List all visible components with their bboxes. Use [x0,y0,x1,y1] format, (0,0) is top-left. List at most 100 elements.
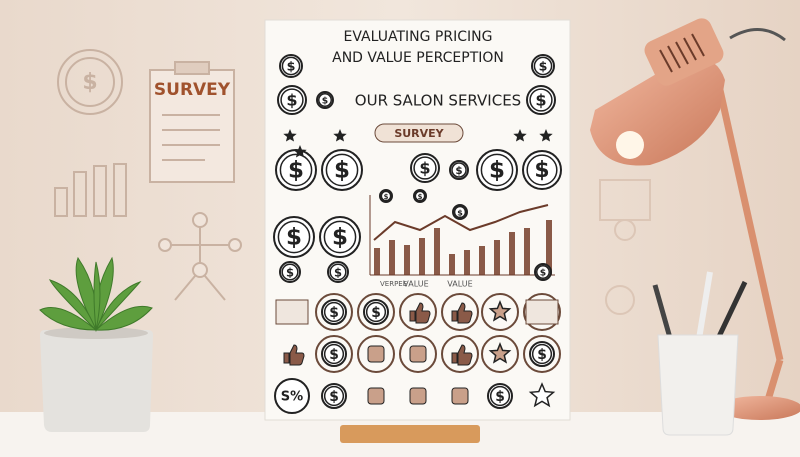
coin-inner [323,301,345,323]
coin-inner [277,220,311,254]
chart-label: VALUE [403,280,428,289]
coin-outer [321,299,347,325]
coin-outer [319,216,361,258]
wall-dollar: $ [82,70,97,95]
poster-chart [369,195,555,276]
coin-dollar: $ [288,158,304,184]
coin-dollar: $ [334,266,342,280]
coin-inner [281,56,301,76]
coin-inner [279,153,313,187]
coin-outer [321,383,347,409]
star [488,300,512,322]
coin-inner [380,190,392,202]
coin-inner [533,56,553,76]
star [528,382,556,408]
coin-dollar: $ [371,305,381,321]
wall-decor-left [54,49,242,301]
easel-stand [340,425,480,443]
service-icon [409,387,427,405]
coin-inner [365,301,387,323]
coin-outer [522,150,562,190]
coin-inner [536,265,550,279]
coin-dollar: $ [329,389,339,405]
coin-outer [277,85,307,115]
poster-subtitle: OUR SALON SERVICES [355,92,521,110]
coin-inner [529,88,553,112]
thumbs-up [451,344,473,366]
coin-outer [279,54,303,78]
coin-dollar: $ [455,165,462,177]
coin-dollar: $ [534,158,549,183]
coin-outer [321,341,347,367]
lamp [590,18,800,420]
coin-inner [489,385,511,407]
coin-inner [281,263,299,281]
thumbs-up [283,344,305,366]
coin-outer [410,153,440,183]
coin-dollar: $ [495,389,505,405]
service-icon [275,299,309,325]
service-icon [525,299,559,325]
coin-outer [321,149,363,191]
star [513,129,527,142]
coin-outer [531,54,555,78]
star [333,129,347,142]
percent-icon: S% [281,390,303,405]
plant [39,256,153,432]
coin-dollar: $ [332,225,348,251]
poster-title: EVALUATING PRICING [344,29,493,45]
coin-dollar: $ [329,305,339,321]
coin-inner [451,162,467,178]
coin-outer [487,383,513,409]
coin-dollar: $ [287,59,296,74]
coin-inner [325,153,359,187]
survey-badge-text: SURVEY [394,127,444,140]
thumbs-up [409,302,431,324]
star [293,145,307,158]
coin-inner [531,343,553,365]
star [488,342,512,364]
coin-dollar: $ [537,347,547,363]
coin-inner [323,343,345,365]
coin-dollar: $ [419,159,430,178]
thumbs-up [451,302,473,324]
coin-dollar: $ [535,91,546,110]
service-icon [367,387,385,405]
star [539,129,553,142]
coin-inner [280,88,304,112]
service-icon [409,345,427,363]
poster-icons: $ $ $ $ $ $ $ $ $ $ $ $ $ $ $ $ $ $ $ $ $ $ $ $ $ [273,54,562,409]
coin-inner [526,154,558,186]
coin-inner [413,156,437,180]
coin-dollar: $ [539,59,548,74]
coin-dollar: $ [286,91,297,110]
chart-label: VALUE [447,280,472,289]
percent-icon-ring [274,378,310,414]
coin-outer [273,216,315,258]
survey-badge [374,123,464,143]
coin-inner [453,205,467,219]
coin-dollar: $ [322,96,328,107]
coin-inner [480,153,514,187]
coin-dollar: $ [286,225,302,251]
service-icon [451,387,469,405]
coin-dollar: $ [384,193,389,201]
poster-title: AND VALUE PERCEPTION [332,50,504,66]
star [283,129,297,142]
service-icon [367,345,385,363]
pencil-cup [652,271,748,436]
coin-dollar: $ [418,193,423,201]
coin-inner [329,263,347,281]
clipboard-label: SURVEY [154,80,231,100]
coin-dollar: $ [329,347,339,363]
coin-inner [318,93,332,107]
coin-inner [323,220,357,254]
coin-dollar: $ [540,268,546,279]
coin-inner [414,190,426,202]
coin-outer [526,85,556,115]
coin-outer [529,341,555,367]
coin-outer [363,299,389,325]
coin-dollar: $ [286,266,294,280]
coin-dollar: $ [489,158,505,184]
